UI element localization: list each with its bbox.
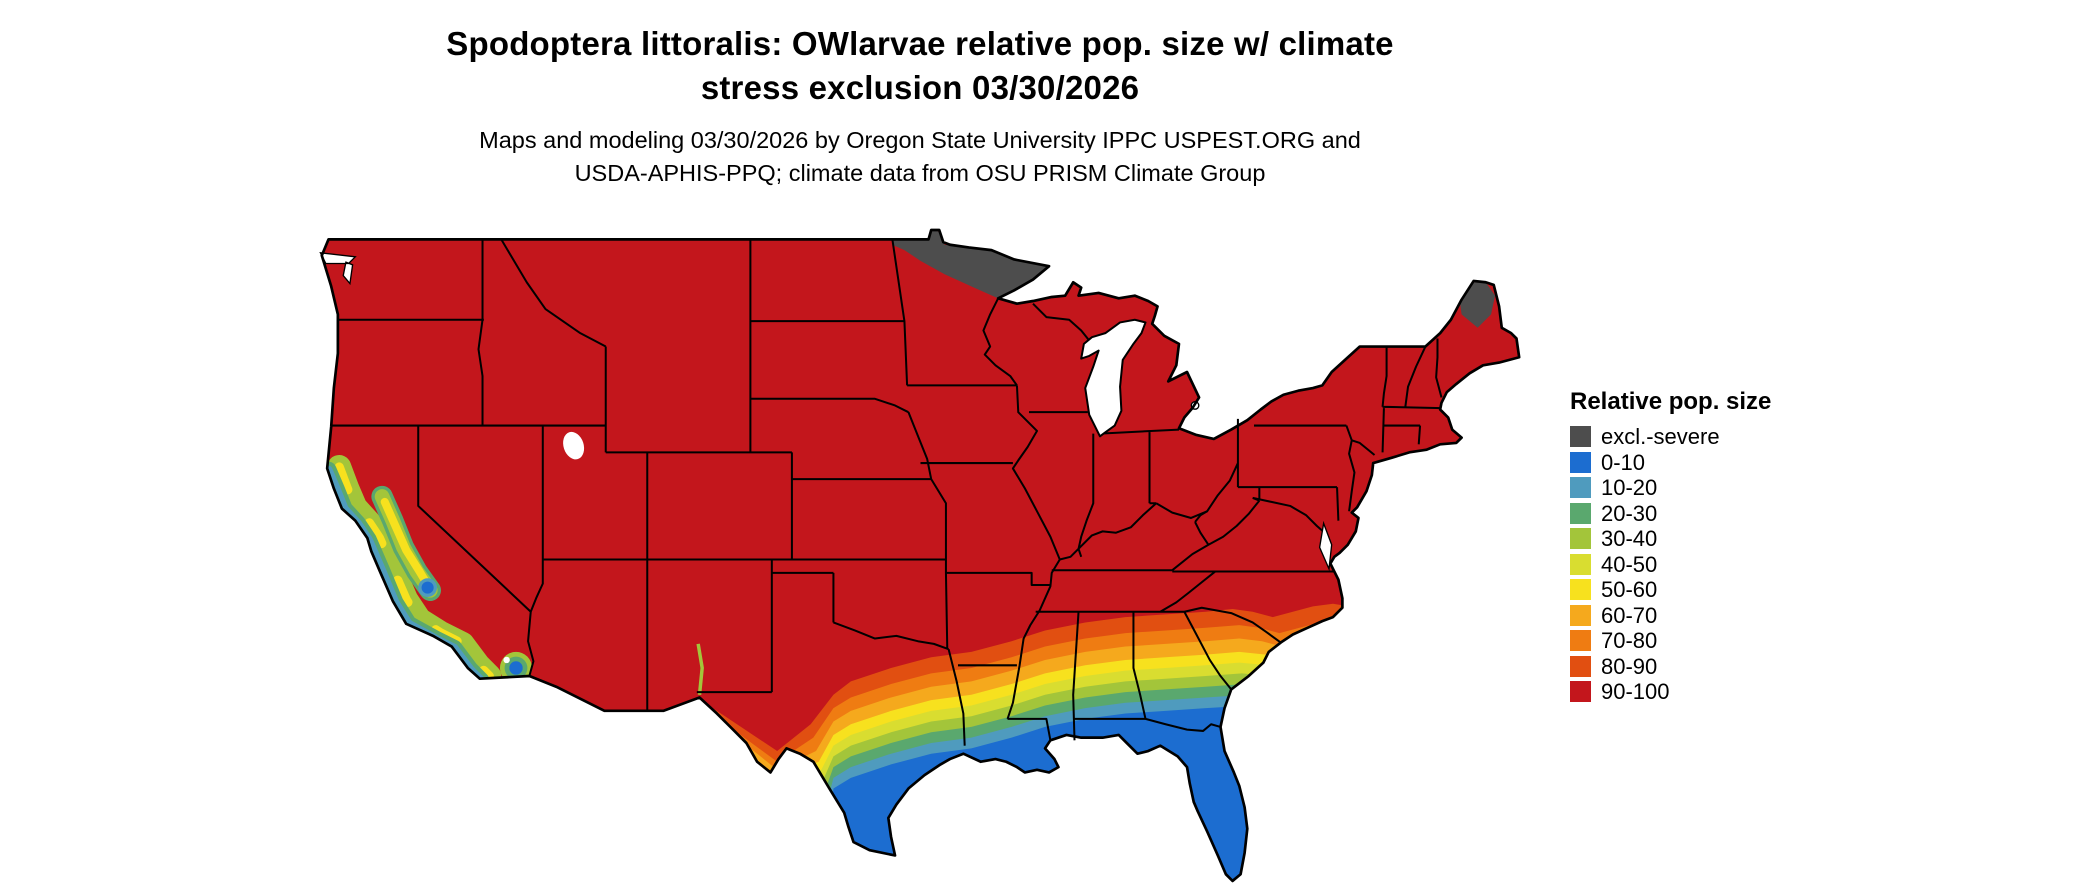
legend-swatch-excl-severe	[1570, 426, 1591, 447]
legend-swatch-30-40	[1570, 528, 1591, 549]
legend-item: 40-50	[1570, 551, 1870, 577]
legend-label: 90-100	[1601, 679, 1670, 704]
legend: Relative pop. size excl.-severe 0-10 10-…	[1570, 388, 1870, 707]
state-borders-west	[331, 238, 1051, 746]
legend-swatch-20-30	[1570, 502, 1591, 524]
subtitle-line-1: Maps and modeling 03/30/2026 by Oregon S…	[479, 127, 1361, 153]
legend-swatch-0-10	[1570, 451, 1591, 473]
legend-item: 90-100	[1570, 679, 1870, 704]
legend-swatch-40-50	[1570, 553, 1591, 575]
page-subtitle: Maps and modeling 03/30/2026 by Oregon S…	[150, 124, 1690, 191]
legend-label: 20-30	[1601, 500, 1658, 526]
legend-label: excl.-severe	[1601, 424, 1720, 449]
state-borders-mississippi-river	[982, 297, 1061, 741]
legend-label: 60-70	[1601, 602, 1658, 628]
page-title: Spodoptera littoralis: OWlarvae relative…	[150, 22, 1690, 109]
title-line-1: Spodoptera littoralis: OWlarvae relative…	[446, 25, 1394, 62]
legend-swatch-90-100	[1570, 681, 1591, 702]
legend-item: 50-60	[1570, 577, 1870, 602]
legend-label: 70-80	[1601, 628, 1658, 653]
legend-item: 10-20	[1570, 475, 1870, 500]
state-borders-south	[1035, 487, 1335, 741]
legend-swatch-80-90	[1570, 655, 1591, 677]
title-line-2: stress exclusion 03/30/2026	[700, 68, 1140, 106]
legend-title: Relative pop. size	[1570, 388, 1772, 415]
legend-item: 70-80	[1570, 628, 1870, 653]
legend-item: 80-90	[1570, 653, 1870, 679]
map-region-excl-maine	[1458, 282, 1496, 328]
state-borders-northeast	[1336, 338, 1443, 521]
legend-item: 30-40	[1570, 526, 1870, 551]
lake-michigan	[1080, 318, 1147, 438]
legend-item: 20-30	[1570, 500, 1870, 526]
map-region-valley-south-blue	[421, 581, 434, 594]
chesapeake-bay	[1318, 520, 1333, 572]
great-salt-lake	[563, 431, 585, 460]
map-region-ca-coast-yellow-patches	[334, 462, 494, 681]
map-region-rio-grande-sliver	[696, 643, 704, 695]
legend-label: 0-10	[1601, 449, 1646, 475]
legend-item: 60-70	[1570, 602, 1870, 628]
legend-label: 10-20	[1601, 475, 1658, 500]
map-region-central-valley-yellow	[380, 497, 432, 589]
legend-swatch-70-80	[1570, 630, 1591, 651]
legend-label: 30-40	[1601, 526, 1658, 551]
salton-sea	[503, 656, 510, 664]
map-region-imperial-blue	[509, 661, 523, 675]
legend-swatch-60-70	[1570, 604, 1591, 626]
legend-swatch-10-20	[1570, 477, 1591, 498]
legend-label: 40-50	[1601, 551, 1658, 577]
us-map	[319, 228, 1521, 883]
legend-label: 80-90	[1601, 653, 1658, 679]
subtitle-line-2: USDA-APHIS-PPQ; climate data from OSU PR…	[574, 160, 1266, 187]
legend-item: excl.-severe	[1570, 424, 1870, 449]
legend-item: 0-10	[1570, 449, 1870, 475]
conus-outline	[320, 228, 1521, 883]
map-region-excl-minnesota	[892, 230, 1050, 299]
legend-swatch-50-60	[1570, 579, 1591, 600]
legend-label: 50-60	[1601, 577, 1658, 602]
